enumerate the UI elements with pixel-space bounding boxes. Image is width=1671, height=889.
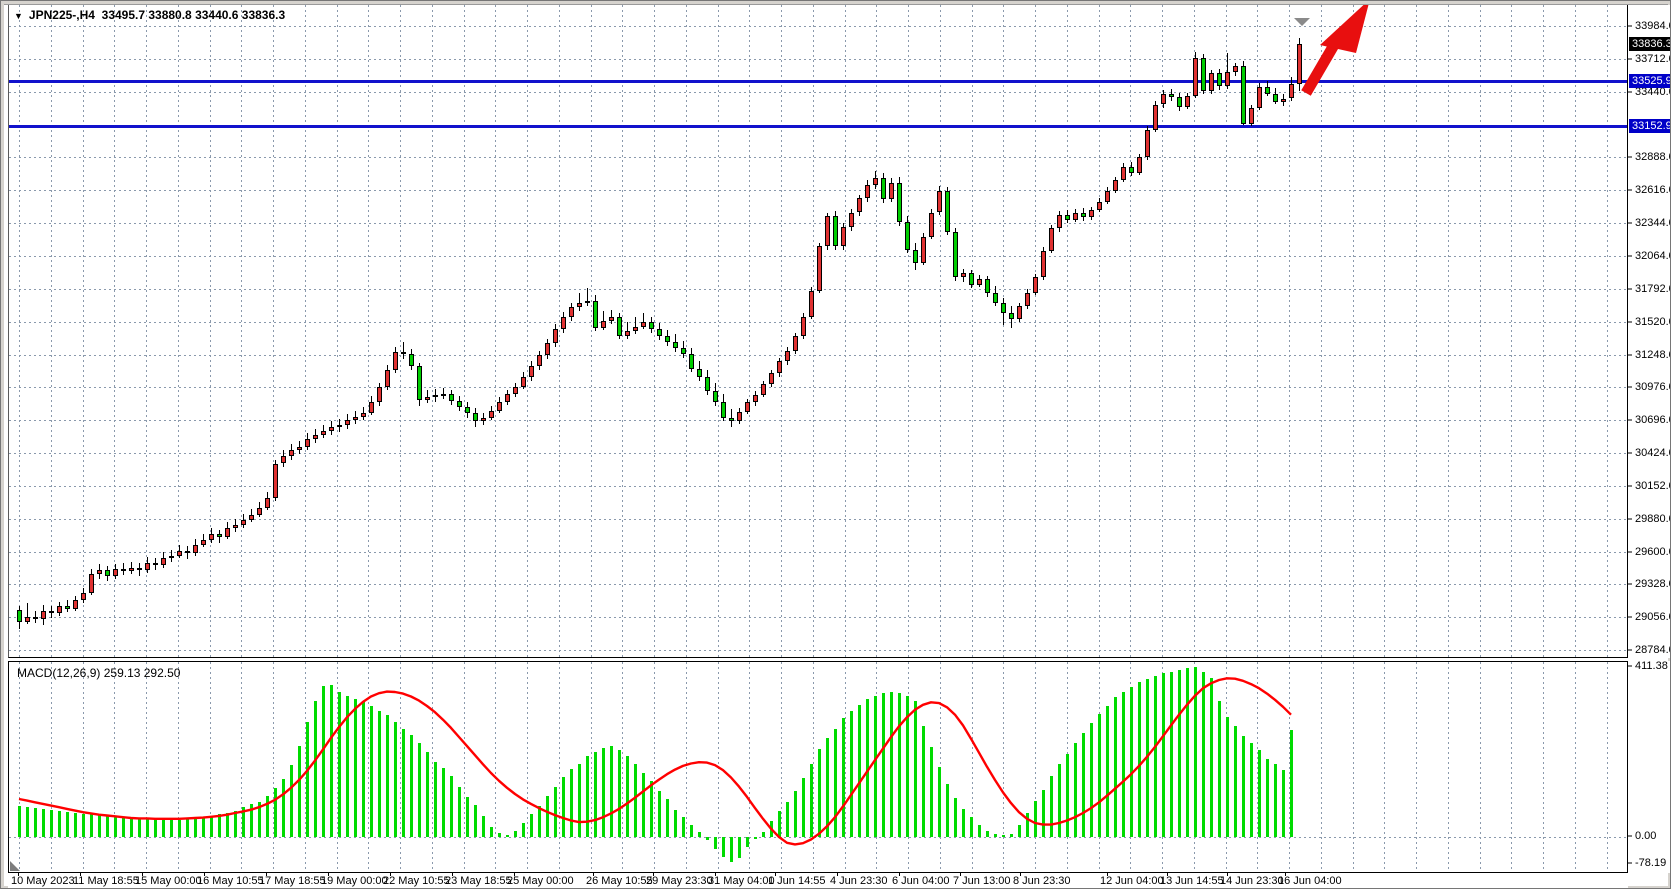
price-tick-label: 29056.0: [1635, 611, 1671, 623]
panel-resize-grip[interactable]: [10, 861, 20, 871]
price-tick-label: 31520.0: [1635, 316, 1671, 328]
macd-indicator-label: MACD(12,26,9) 259.13 292.50: [17, 666, 180, 680]
macd-name: MACD(12,26,9): [17, 666, 101, 680]
level-price-badge: 33525.9: [1629, 74, 1670, 88]
time-tick-label: 1 Jun 14:55: [768, 875, 826, 887]
price-tick-label: 28784.0: [1635, 644, 1671, 656]
price-tick-label: 29880.0: [1635, 513, 1671, 525]
chart-title: ▼ JPN225-,H4 33495.7 33880.8 33440.6 3383…: [14, 8, 285, 22]
time-tick-label: 23 May 18:55: [445, 875, 512, 887]
time-tick-label: 6 Jun 04:00: [892, 875, 950, 887]
level-price-badge: 33152.9: [1629, 119, 1670, 133]
time-tick-label: 14 Jun 23:30: [1220, 875, 1284, 887]
time-axis[interactable]: 10 May 2023 11 May 18:55 15 May 00:00 16 Ma…: [8, 872, 1628, 888]
macd-tick-label: 0.00: [1635, 830, 1657, 842]
time-tick-label: 11 May 18:55: [73, 875, 139, 887]
price-tick-label: 33440.0: [1635, 86, 1671, 98]
time-tick-label: 10 May 2023: [11, 875, 75, 887]
price-tick-label: 29600.0: [1635, 546, 1671, 558]
price-tick-label: 31792.0: [1635, 283, 1671, 295]
time-tick-label: 4 Jun 23:30: [830, 875, 888, 887]
ohlc-values-label: 33495.7 33880.8 33440.6 33836.3: [101, 8, 286, 22]
macd-current-values: 259.13 292.50: [103, 666, 181, 680]
price-tick-label: 32888.0: [1635, 151, 1671, 163]
price-tick-label: 29328.0: [1635, 578, 1671, 590]
time-tick-label: 31 May 04:00: [708, 875, 775, 887]
chart-dropdown-icon[interactable]: ▼: [14, 11, 23, 21]
price-tick-label: 30152.0: [1635, 480, 1671, 492]
time-tick-label: 12 Jun 04:00: [1100, 875, 1164, 887]
support-resistance-line: [9, 80, 1627, 83]
time-tick-label: 13 Jun 14:55: [1160, 875, 1224, 887]
price-tick-label: 30976.0: [1635, 381, 1671, 393]
current-price-badge: 33836.3: [1629, 37, 1670, 51]
symbol-timeframe-label: JPN225-,H4: [28, 8, 95, 22]
price-tick-label: 31248.0: [1635, 349, 1671, 361]
macd-indicator-panel[interactable]: MACD(12,26,9) 259.13 292.50: [8, 661, 1628, 873]
time-tick-label: 22 May 10:55: [383, 875, 450, 887]
main-price-plot[interactable]: [8, 5, 1628, 658]
time-tick-label: 16 May 10:55: [197, 875, 264, 887]
macd-signal-line: [18, 677, 1292, 846]
price-tick-label: 32064.0: [1635, 250, 1671, 262]
time-tick-label: 8 Jun 23:30: [1013, 875, 1071, 887]
price-tick-label: 33984.0: [1635, 20, 1671, 32]
price-tick-label: 32344.0: [1635, 217, 1671, 229]
chart-shift-marker-icon[interactable]: [1294, 18, 1310, 26]
price-tick-label: 32616.0: [1635, 184, 1671, 196]
time-tick-label: 29 May 23:30: [646, 875, 713, 887]
macd-tick-label: 411.38: [1635, 660, 1668, 672]
chart-area: ▼ JPN225-,H4 33495.7 33880.8 33440.6 3383…: [4, 4, 1671, 888]
macd-axis[interactable]: 411.38 0.00 -78.19: [1628, 660, 1670, 873]
time-tick-label: 25 May 00:00: [507, 875, 574, 887]
time-tick-label: 15 May 00:00: [135, 875, 202, 887]
macd-tick-label: -78.19: [1635, 857, 1667, 869]
price-tick-label: 33712.0: [1635, 53, 1671, 65]
time-tick-label: 7 Jun 13:00: [953, 875, 1011, 887]
support-resistance-line: [9, 125, 1627, 128]
time-tick-label: 16 Jun 04:00: [1278, 875, 1342, 887]
price-tick-label: 30424.0: [1635, 447, 1671, 459]
price-axis[interactable]: 33984.0 33712.0 33440.0 32888.0 32616.0 32344…: [1628, 5, 1671, 658]
time-tick-label: 19 May 00:00: [321, 875, 388, 887]
time-tick-label: 26 May 10:55: [586, 875, 653, 887]
price-tick-label: 30696.0: [1635, 414, 1671, 426]
time-tick-label: 17 May 18:55: [259, 875, 326, 887]
